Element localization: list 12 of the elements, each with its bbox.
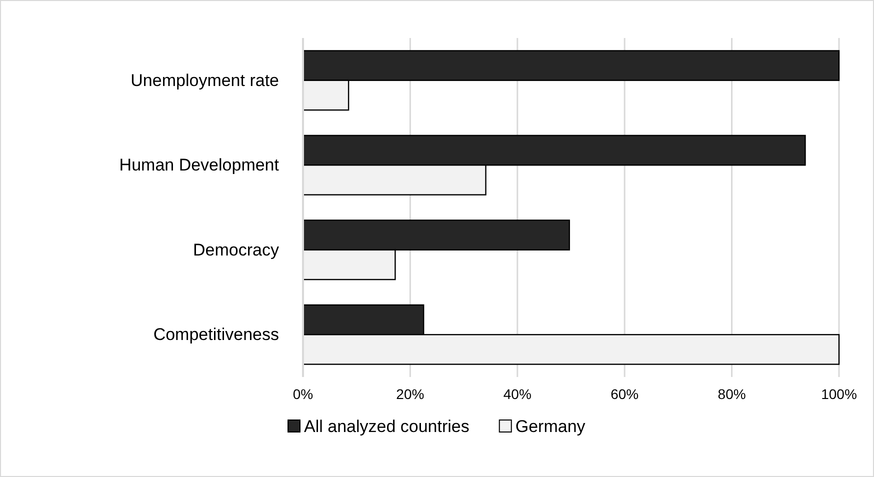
- x-tick-label: 20%: [396, 386, 424, 402]
- x-tick-label: 0%: [292, 386, 314, 402]
- y-tick-label: Human Development: [119, 156, 280, 175]
- y-tick-label: Competitiveness: [153, 325, 279, 344]
- legend-label: Germany: [515, 416, 586, 436]
- y-tick-label: Unemployment rate: [130, 70, 279, 90]
- x-tick-label: 80%: [718, 386, 746, 402]
- y-tick-label: Democracy: [193, 240, 280, 260]
- legend-label: All analyzed countries: [304, 416, 470, 436]
- x-tick-label: 100%: [821, 386, 857, 402]
- x-tick-label: 60%: [610, 386, 639, 402]
- x-tick-label: 40%: [503, 386, 532, 402]
